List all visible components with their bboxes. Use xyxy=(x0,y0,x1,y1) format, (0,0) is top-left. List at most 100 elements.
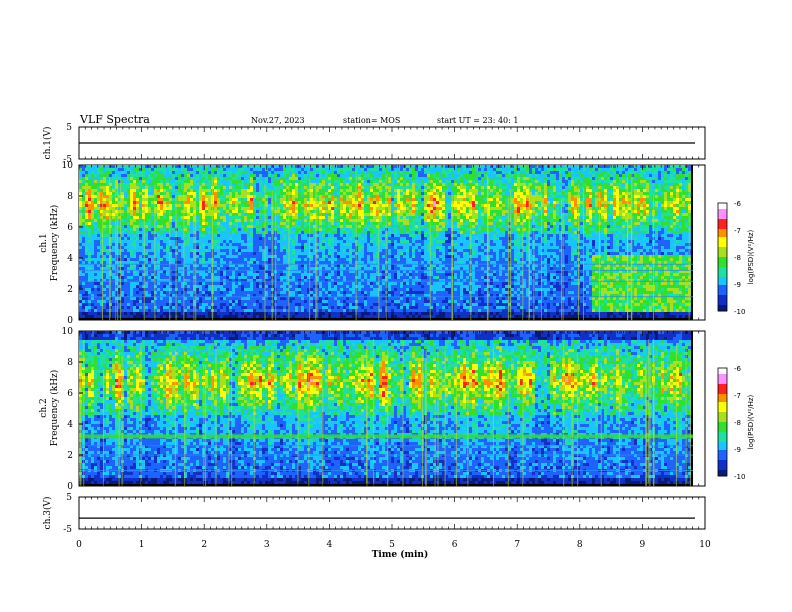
ch1-spectrogram-cell xyxy=(94,201,97,204)
ch1-spectrogram-cell xyxy=(325,294,328,297)
ch1-spectrogram-cell xyxy=(79,192,82,195)
ch1-spectrogram-cell xyxy=(127,300,130,303)
ch1-spectrogram-cell xyxy=(196,192,199,195)
ch1-spectrogram-cell xyxy=(256,237,259,240)
ch1-spectrogram-cell xyxy=(157,285,160,288)
ch1-spectrogram-cell xyxy=(316,255,319,258)
ch1-spectrogram-cell xyxy=(334,210,337,213)
ch1-spectrogram-cell xyxy=(256,294,259,297)
ch1-spectrogram-cell xyxy=(193,174,196,177)
ch1-spectrogram-cell xyxy=(187,222,190,225)
ch1-spectrogram-cell xyxy=(184,273,187,276)
ch1-spectrogram-cell xyxy=(367,201,370,204)
ch1-spectrogram-cell xyxy=(316,180,319,183)
ch1-spectrogram-cell xyxy=(352,303,355,306)
ch1-spectrogram-cell xyxy=(112,294,115,297)
ch1-spectrogram-cell xyxy=(103,306,106,309)
ch1-spectrogram-cell xyxy=(286,222,289,225)
ch1-spectrogram-cell xyxy=(250,183,253,186)
ch1-spectrogram-cell xyxy=(184,303,187,306)
ch1-spectrogram-cell xyxy=(343,189,346,192)
ch1-spectrogram-cell xyxy=(214,288,217,291)
ch1-spectrogram-cell xyxy=(85,246,88,249)
ch1-spectrogram-cell xyxy=(289,243,292,246)
ch1-spectrogram-cell xyxy=(142,276,145,279)
ch1-spectrogram-cell xyxy=(298,285,301,288)
ch1-spectrogram-cell xyxy=(235,285,238,288)
ch1-spectrogram-cell xyxy=(208,234,211,237)
ch1-spectrogram-cell xyxy=(310,282,313,285)
ch1-spectrogram-cell xyxy=(157,234,160,237)
ch1-spectrogram-cell xyxy=(187,312,190,315)
ch1-spectrogram-cell xyxy=(94,255,97,258)
ch1-spectrogram-cell xyxy=(361,171,364,174)
ch1-spectrogram-cell xyxy=(325,183,328,186)
ch1-spectrogram-cell xyxy=(157,165,160,168)
ch1-spectrogram-cell xyxy=(217,234,220,237)
ch1-spectrogram-cell xyxy=(178,291,181,294)
ch1-spectrogram-cell xyxy=(118,276,121,279)
ch1-spectrogram-cell xyxy=(295,222,298,225)
ch1-spectrogram-cell xyxy=(334,261,337,264)
ch1-spectrogram-cell xyxy=(157,174,160,177)
ch1-spectrogram-cell xyxy=(100,210,103,213)
ch1-spectrogram-cell xyxy=(328,219,331,222)
ch1-spectrogram-cell xyxy=(280,183,283,186)
ch1-spectrogram-cell xyxy=(217,249,220,252)
ch1-spectrogram-cell xyxy=(199,240,202,243)
ch1-spectrogram-cell xyxy=(139,204,142,207)
ch1-spectrogram-cell xyxy=(157,213,160,216)
ch1-spectrogram-cell xyxy=(295,282,298,285)
ch1-spectrogram-cell xyxy=(247,195,250,198)
ch1-spectrogram-cell xyxy=(118,219,121,222)
ch1-spectrogram-cell xyxy=(202,213,205,216)
ch1-spectrogram-cell xyxy=(313,195,316,198)
ch1-spectrogram-cell xyxy=(178,300,181,303)
ch1-spectrogram-cell xyxy=(259,180,262,183)
ch1-spectrogram-cell xyxy=(199,234,202,237)
ch1-spectrogram-cell xyxy=(166,213,169,216)
ch1-spectrogram-cell xyxy=(307,267,310,270)
ch1-spectrogram-cell xyxy=(322,249,325,252)
ch1-spectrogram-cell xyxy=(301,267,304,270)
ch1-spectrogram-cell xyxy=(121,300,124,303)
ch1-spectrogram-cell xyxy=(238,249,241,252)
ch1-spectrogram-cell xyxy=(253,294,256,297)
ch1-spectrogram-cell xyxy=(199,195,202,198)
ch1-spectrogram-cell xyxy=(97,219,100,222)
ch1-spectrogram-cell xyxy=(289,261,292,264)
ch1-spectrogram-cell xyxy=(217,195,220,198)
ch1-spectrogram-cell xyxy=(346,228,349,231)
ch1-spectrogram-cell xyxy=(199,186,202,189)
ch1-spectrogram-cell xyxy=(169,273,172,276)
ch1-spectrogram-cell xyxy=(199,180,202,183)
ch1-spectrogram-cell xyxy=(139,225,142,228)
ch1-spectrogram-cell xyxy=(361,264,364,267)
ch1-spectrogram-cell xyxy=(319,216,322,219)
ch1-spectrogram-cell xyxy=(151,204,154,207)
ch1-spectrogram-cell xyxy=(136,171,139,174)
ch1-spectrogram-cell xyxy=(367,267,370,270)
ch1-spectrogram-cell xyxy=(82,198,85,201)
ch1-spectrogram-cell xyxy=(223,273,226,276)
ch1-spectrogram-cell xyxy=(157,222,160,225)
ch1-spectrogram-cell xyxy=(181,228,184,231)
ch1-spectrogram-cell xyxy=(268,207,271,210)
ch1-spectrogram-cell xyxy=(133,246,136,249)
ch1-spectrogram-cell xyxy=(130,189,133,192)
ch1-spectrogram-cell xyxy=(247,228,250,231)
ch1-spectrogram-cell xyxy=(136,273,139,276)
ch1-spectrogram-cell xyxy=(331,195,334,198)
ch1-spectrogram-cell xyxy=(304,219,307,222)
ch1-spectrogram-cell xyxy=(136,270,139,273)
ch1-spectrogram-cell xyxy=(229,261,232,264)
ch1-spectrogram-cell xyxy=(166,201,169,204)
ch1-spectrogram-cell xyxy=(229,240,232,243)
ch1-spectrogram-cell xyxy=(157,300,160,303)
ch1-spectrogram-cell xyxy=(151,234,154,237)
ch1-spectrogram-cell xyxy=(133,270,136,273)
ch1-spectrogram-cell xyxy=(280,249,283,252)
ch1-spectrogram-cell xyxy=(184,309,187,312)
ch1-spectrogram-cell xyxy=(118,213,121,216)
ch1-spectrogram-cell xyxy=(253,228,256,231)
